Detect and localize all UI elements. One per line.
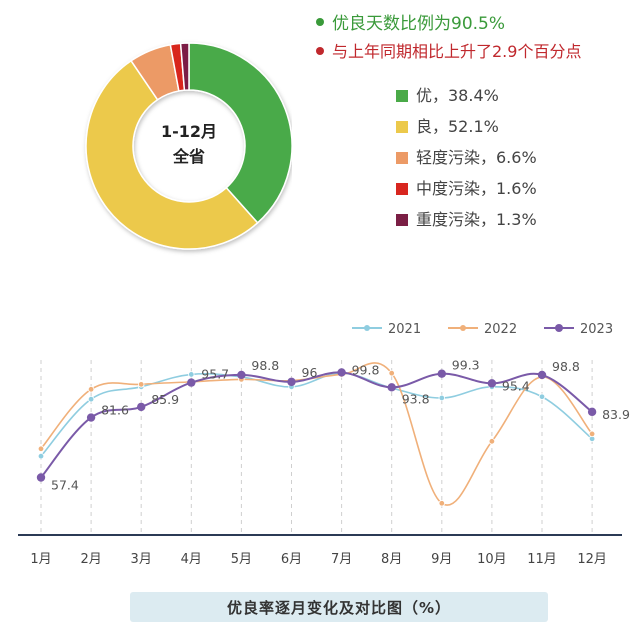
headline-rate: 优良天数比例为90.5%: [316, 9, 505, 34]
data-label: 99.8: [352, 362, 380, 377]
donut-center-period: 1-12月: [161, 122, 217, 141]
headline-change-text: 与上年同期相比上升了2.9个百分点: [332, 42, 582, 61]
data-label: 81.6: [101, 403, 129, 418]
data-point-2023: [337, 368, 346, 377]
donut-slice: [188, 42, 293, 224]
data-point-2023: [537, 370, 547, 380]
legend-item-good: 良，52.1%: [396, 113, 499, 137]
legend-item-light-pollution: 轻度污染，6.6%: [396, 144, 537, 168]
data-point-2023: [487, 379, 497, 388]
data-point-2023: [187, 378, 196, 387]
x-tick-label: 7月: [331, 552, 352, 567]
data-label: 99.3: [452, 358, 480, 373]
data-point-2023: [36, 473, 46, 482]
legend-label: 轻度污染，6.6%: [416, 148, 537, 167]
legend-swatch-icon: [396, 120, 408, 133]
chart-caption-text: 优良率逐月变化及对比图（%）: [226, 598, 452, 617]
chart-caption: 优良率逐月变化及对比图（%）: [130, 592, 548, 622]
legend-swatch-icon: [396, 182, 408, 195]
data-point-2021: [538, 393, 546, 400]
data-label: 98.8: [552, 359, 580, 374]
data-label: 93.8: [402, 391, 430, 406]
data-label: 83.9: [602, 407, 630, 422]
x-tick-label: 9月: [431, 552, 452, 567]
data-point-2023: [387, 383, 396, 392]
data-point-2022: [588, 430, 596, 438]
headline-rate-text: 优良天数比例为90.5%: [332, 14, 506, 34]
x-tick-label: 2月: [80, 552, 101, 567]
data-point-2023: [237, 370, 246, 380]
x-tick-label: 12月: [577, 552, 607, 567]
x-tick-label: 5月: [231, 552, 252, 567]
data-point-2021: [188, 371, 195, 378]
data-point-2023: [587, 407, 597, 417]
legend-series-label: 2022: [484, 322, 517, 337]
legend-series-label: 2021: [388, 322, 421, 337]
x-tick-label: 1月: [30, 552, 51, 567]
data-point-2021: [37, 452, 45, 460]
data-point-2022: [438, 500, 445, 507]
data-point-2023: [287, 377, 296, 387]
green-dot-icon: [316, 18, 324, 26]
legend-series-label: 2023: [580, 322, 613, 337]
data-point-2021: [438, 394, 445, 402]
legend-marker-icon: [364, 325, 370, 331]
legend-label: 良，52.1%: [416, 117, 499, 136]
data-point-2021: [87, 396, 95, 403]
legend-marker-icon: [460, 325, 466, 331]
legend-item-heavy-pollution: 重度污染，1.3%: [396, 206, 537, 230]
data-point-2023: [437, 369, 446, 378]
x-tick-label: 11月: [527, 552, 557, 567]
series-line-2021: [40, 372, 593, 457]
data-label: 95.4: [502, 378, 530, 393]
data-label: 98.8: [251, 358, 279, 373]
donut-svg: 1-12月 全省: [85, 42, 293, 250]
legend-marker-icon: [555, 324, 563, 332]
data-label: 96: [302, 365, 318, 380]
series-line-2023: [40, 371, 593, 479]
data-label: 57.4: [51, 478, 79, 493]
x-tick-label: 6月: [281, 552, 302, 567]
donut-chart: 1-12月 全省: [72, 28, 293, 258]
data-point-2023: [86, 413, 96, 422]
legend-label: 重度污染，1.3%: [416, 210, 537, 229]
x-tick-label: 8月: [381, 552, 402, 567]
data-label: 95.7: [201, 367, 229, 382]
line-chart: 2021 2022 2023 57.4 81.6 85.9 95.7 98.8 96 99.8 9…: [18, 322, 630, 567]
x-tick-label: 3月: [131, 552, 152, 567]
x-tick-label: 4月: [181, 552, 202, 567]
data-point-2022: [137, 381, 145, 388]
data-point-2022: [388, 369, 395, 377]
legend-label: 中度污染，1.6%: [416, 179, 537, 198]
headline-change: 与上年同期相比上升了2.9个百分点: [316, 38, 581, 62]
data-point-2023: [137, 402, 146, 412]
legend-item-excellent: 优，38.4%: [396, 82, 499, 106]
red-dot-icon: [316, 46, 324, 55]
legend-swatch-icon: [396, 89, 408, 102]
donut-center-region: 全省: [172, 147, 205, 166]
donut-slice: [179, 42, 190, 91]
legend-swatch-icon: [396, 151, 408, 164]
data-label: 85.9: [151, 392, 179, 407]
data-point-2022: [87, 386, 95, 393]
legend-label: 优，38.4%: [416, 86, 499, 105]
data-point-2022: [488, 438, 496, 445]
donut-slice: [85, 59, 259, 250]
legend-swatch-icon: [396, 213, 408, 226]
legend-item-moderate-pollution: 中度污染，1.6%: [396, 175, 537, 199]
x-tick-label: 10月: [477, 552, 507, 567]
data-point-2022: [37, 445, 45, 452]
